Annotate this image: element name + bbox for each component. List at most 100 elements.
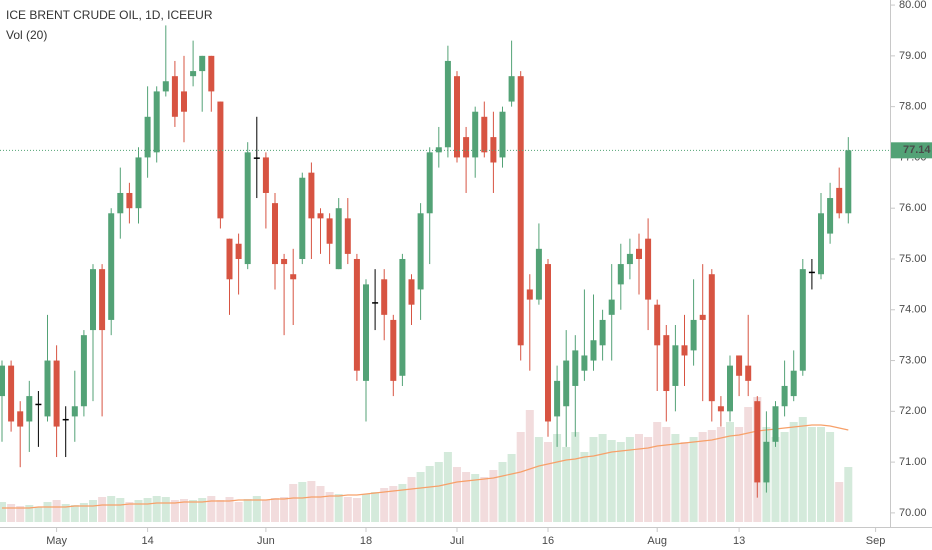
volume-bar xyxy=(716,427,725,522)
volume-bar xyxy=(607,440,616,522)
volume-bar xyxy=(252,496,261,522)
volume-bar xyxy=(389,486,398,522)
volume-bar xyxy=(216,500,225,522)
candle-body xyxy=(253,157,260,159)
volume-bar xyxy=(644,437,653,522)
volume-bar xyxy=(671,434,680,522)
volume-bar xyxy=(180,499,188,522)
candle-body xyxy=(517,76,524,346)
volume-bar xyxy=(553,434,562,522)
candle-body xyxy=(344,218,351,254)
candle-body xyxy=(317,213,324,219)
volume-bar xyxy=(771,437,780,522)
volume-bar xyxy=(462,472,471,522)
candle-body xyxy=(772,406,779,442)
candle-body xyxy=(326,218,333,244)
volume-bar xyxy=(43,502,52,522)
volume-bar xyxy=(707,430,716,522)
volume-bar xyxy=(261,500,270,522)
volume-bar xyxy=(61,504,70,522)
volume-bar xyxy=(107,496,116,522)
candle-body xyxy=(99,269,106,331)
volume-bar xyxy=(744,407,753,522)
candle-body xyxy=(590,340,597,361)
y-tick-label: 74.00 xyxy=(899,304,927,316)
candle-body xyxy=(790,370,797,397)
volume-bar xyxy=(407,477,416,522)
candle-body xyxy=(499,111,506,158)
candle-body xyxy=(181,91,187,112)
candle-body xyxy=(845,150,852,214)
volume-bar xyxy=(170,500,179,522)
x-tick-label: 16 xyxy=(542,535,554,547)
volume-bar xyxy=(826,432,835,522)
volume-bar xyxy=(544,442,552,522)
x-tick-label: Sep xyxy=(866,535,886,547)
candle-body xyxy=(417,213,424,290)
volume-bar xyxy=(507,454,516,522)
candle-body xyxy=(435,147,442,153)
volume-bar xyxy=(52,500,61,522)
candle-body xyxy=(672,345,679,386)
candle-body xyxy=(171,76,178,117)
volume-bar xyxy=(343,497,352,522)
volume-bar xyxy=(316,486,325,522)
volume-bar xyxy=(662,427,671,522)
volume-bar xyxy=(198,498,207,522)
candle-body xyxy=(199,55,206,72)
candle-body xyxy=(472,111,479,158)
volume-bar xyxy=(16,506,25,522)
volume-bar xyxy=(79,503,88,522)
candle-body xyxy=(526,289,533,300)
volume-bar xyxy=(89,500,97,522)
x-tick-label: 14 xyxy=(141,535,153,547)
candle-body xyxy=(836,187,843,214)
y-tick-label: 75.00 xyxy=(899,253,927,265)
volume-bar xyxy=(498,462,507,522)
candle-body xyxy=(508,76,515,102)
candle-body xyxy=(535,248,542,300)
candle-body xyxy=(745,365,752,381)
candle-body xyxy=(563,360,570,407)
volume-bar xyxy=(453,467,461,522)
candle-body xyxy=(608,299,615,315)
candle-body xyxy=(599,319,606,346)
x-tick-label: Jun xyxy=(257,535,275,547)
volume-bar xyxy=(207,496,216,522)
volume-bar xyxy=(489,470,498,522)
volume-bar xyxy=(234,502,243,522)
candle-body xyxy=(581,355,588,371)
volume-bar xyxy=(325,492,334,522)
price-layer xyxy=(0,25,890,498)
last-price-box xyxy=(891,142,932,159)
last-price-label: 77.14 xyxy=(903,144,931,156)
candle-body xyxy=(636,248,642,259)
volume-ma-line xyxy=(2,424,849,509)
x-tick-label: 18 xyxy=(360,535,372,547)
y-tick-label: 72.00 xyxy=(899,405,927,417)
candle-body xyxy=(308,172,315,219)
volume-bar xyxy=(580,452,589,522)
volume-bar xyxy=(443,452,452,522)
volume-bar xyxy=(25,505,34,522)
volume-bar xyxy=(534,437,543,522)
y-tick-label: 79.00 xyxy=(899,50,927,62)
candle-body xyxy=(244,152,251,265)
candle-body xyxy=(463,137,470,158)
x-tick-label: Aug xyxy=(647,535,667,547)
candle-body xyxy=(35,403,42,406)
candle-body xyxy=(717,406,724,412)
volume-bar xyxy=(189,500,198,522)
volume-bar xyxy=(289,484,298,522)
candle-body xyxy=(372,302,379,304)
candle-body xyxy=(818,213,824,275)
candle-body xyxy=(26,396,33,422)
candle-body xyxy=(699,314,706,320)
candle-body xyxy=(408,279,415,305)
volume-bar xyxy=(780,432,789,522)
volume-bar xyxy=(807,427,816,522)
x-tick-label: May xyxy=(46,535,67,547)
candle-body xyxy=(117,192,124,214)
candle-body xyxy=(663,335,670,392)
